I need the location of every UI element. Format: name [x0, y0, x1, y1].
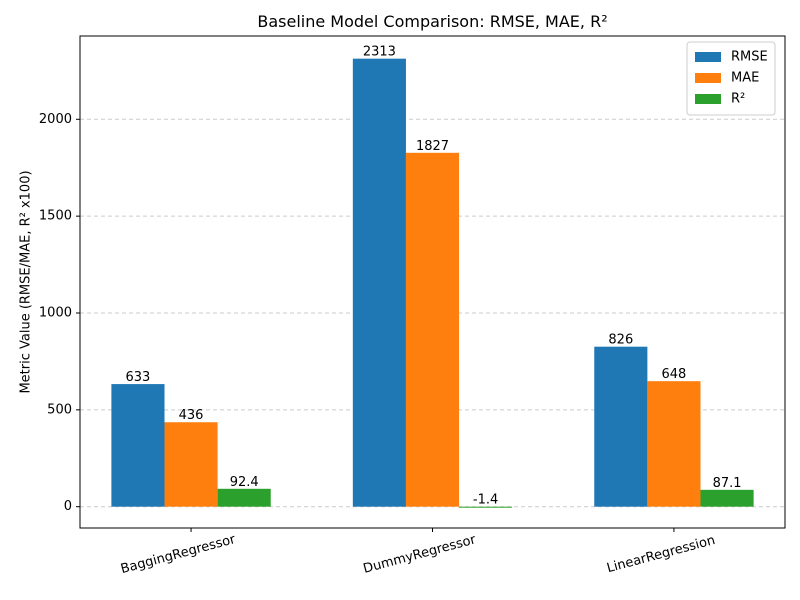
data-label: 633 [126, 370, 151, 385]
data-label: 1827 [416, 139, 449, 154]
bar-rmse-0 [111, 384, 165, 507]
y-tick-label: 1000 [39, 305, 72, 320]
chart-title: Baseline Model Comparison: RMSE, MAE, R² [257, 12, 607, 31]
bar-mae-2 [647, 381, 701, 507]
y-tick-label: 1500 [39, 209, 72, 224]
bar-mae-0 [164, 422, 218, 507]
legend-swatch [695, 52, 721, 62]
data-label: -1.4 [473, 493, 498, 508]
bar-r-0 [217, 488, 271, 507]
bars-layer [111, 58, 754, 508]
bar-r-2 [700, 489, 754, 507]
data-label: 92.4 [230, 475, 259, 490]
bar-r-1 [459, 506, 513, 508]
y-tick-label: 0 [64, 499, 72, 514]
data-label: 436 [179, 408, 204, 423]
legend-label: RMSE [731, 50, 768, 65]
bar-rmse-1 [352, 58, 406, 507]
data-label: 2313 [363, 45, 396, 60]
legend-label: MAE [731, 71, 759, 86]
legend-swatch [695, 94, 721, 104]
y-axis-label: Metric Value (RMSE/MAE, R² x100) [19, 170, 34, 393]
data-label: 826 [608, 333, 633, 348]
legend: RMSE MAE R² [686, 41, 776, 116]
data-label: 87.1 [713, 476, 742, 491]
legend-label: R² [731, 92, 745, 107]
data-label: 648 [662, 367, 687, 382]
y-tick-label: 2000 [39, 112, 72, 127]
ticks-layer [76, 118, 675, 532]
legend-swatch [695, 73, 721, 83]
bar-rmse-2 [594, 346, 648, 507]
y-tick-label: 500 [47, 402, 72, 417]
bar-mae-1 [405, 152, 460, 507]
